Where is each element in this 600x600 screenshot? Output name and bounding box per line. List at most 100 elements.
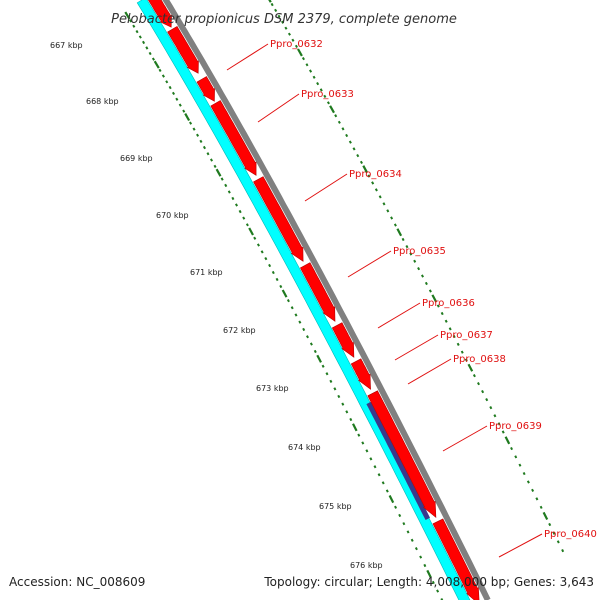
minor-tick	[341, 402, 345, 406]
minor-tick	[309, 69, 313, 73]
major-tick	[426, 569, 432, 579]
gene-label-ppro-0639[interactable]: Ppro_0639	[489, 421, 542, 432]
accession-label: Accession: NC_008609	[9, 575, 146, 589]
gene-label-ppro-0637[interactable]: Ppro_0637	[440, 330, 493, 341]
minor-tick	[168, 85, 172, 90]
minor-tick	[298, 320, 302, 324]
kbp-label: 676 kbp	[350, 561, 383, 570]
minor-tick	[210, 158, 213, 162]
gene-label-ppro-0632[interactable]: Ppro_0632	[270, 39, 323, 50]
major-tick	[431, 294, 438, 303]
minor-tick	[151, 57, 155, 61]
minor-tick	[281, 20, 285, 24]
minor-tick	[279, 284, 283, 289]
minor-tick	[361, 441, 365, 445]
minor-tick	[182, 109, 186, 113]
minor-tick	[522, 471, 526, 476]
minor-tick	[345, 410, 349, 414]
minor-tick	[260, 250, 264, 254]
minor-tick	[428, 289, 432, 293]
minor-tick	[448, 327, 452, 331]
kbp-label: 672 kbp	[223, 326, 256, 335]
minor-tick	[175, 97, 179, 101]
minor-tick	[444, 319, 448, 323]
minor-tick	[275, 277, 279, 282]
major-tick	[396, 228, 403, 237]
major-tick	[184, 113, 191, 122]
gene-label-ppro-0636[interactable]: Ppro_0636	[422, 298, 475, 309]
minor-tick	[406, 530, 410, 534]
minor-tick	[138, 35, 142, 39]
minor-tick	[371, 181, 375, 185]
kbp-label: 670 kbp	[156, 211, 189, 220]
minor-tick	[286, 299, 290, 303]
minor-tick	[145, 46, 149, 50]
minor-tick	[306, 335, 309, 339]
minor-tick	[165, 80, 169, 84]
minor-tick	[171, 91, 176, 96]
minor-tick	[294, 313, 298, 317]
gene-label-ppro-0640[interactable]: Ppro_0640	[544, 529, 597, 540]
minor-tick	[401, 237, 405, 242]
gene-label-leader	[257, 93, 300, 123]
minor-tick	[341, 127, 345, 131]
kbp-label: 674 kbp	[288, 443, 321, 452]
gene-label-ppro-0635[interactable]: Ppro_0635	[393, 246, 446, 257]
minor-tick	[323, 94, 327, 98]
minor-tick	[377, 473, 381, 477]
minor-tick	[452, 334, 456, 339]
major-tick	[388, 495, 395, 504]
minor-tick	[382, 202, 386, 206]
minor-tick	[414, 547, 418, 551]
minor-tick	[302, 327, 306, 332]
backbone-track	[162, 0, 491, 600]
cds-arrow	[367, 390, 437, 518]
minor-tick	[238, 209, 242, 214]
gene-label-ppro-0634[interactable]: Ppro_0634	[349, 169, 402, 180]
minor-tick	[264, 257, 268, 261]
minor-tick	[510, 446, 514, 451]
minor-tick	[398, 513, 402, 518]
minor-tick	[405, 245, 409, 249]
minor-tick	[235, 203, 238, 207]
minor-tick	[270, 2, 274, 7]
kbp-labels: 667 kbp 668 kbp 669 kbp 670 kbp 671 kbp …	[50, 41, 383, 570]
minor-tick	[224, 183, 228, 188]
major-tick	[268, 0, 272, 3]
gene-label-ppro-0633[interactable]: Ppro_0633	[301, 89, 354, 100]
cds-arrow	[432, 518, 480, 600]
minor-tick	[291, 38, 295, 42]
minor-tick	[329, 379, 333, 383]
minor-tick	[390, 216, 394, 220]
gc-content-track	[136, 0, 471, 600]
minor-tick	[348, 140, 352, 144]
minor-tick	[423, 563, 427, 568]
minor-tick	[271, 270, 275, 275]
minor-tick	[373, 465, 377, 469]
cds-arrow	[331, 322, 355, 358]
minor-tick	[436, 304, 440, 308]
minor-tick	[378, 195, 382, 199]
kbp-label: 675 kbp	[319, 502, 352, 511]
genome-title: Pelobacter propionicus DSM 2379, complet…	[111, 12, 457, 27]
minor-tick	[202, 145, 206, 150]
kbp-label: 669 kbp	[120, 154, 153, 163]
gene-label-leader	[394, 334, 439, 361]
minor-tick	[132, 24, 136, 28]
minor-tick	[305, 63, 309, 67]
minor-tick	[316, 82, 320, 86]
minor-tick	[456, 342, 460, 346]
minor-tick	[345, 133, 349, 138]
minor-tick	[178, 103, 182, 107]
kbp-tick-marks	[124, 0, 565, 600]
major-tick	[542, 511, 549, 520]
minor-tick	[365, 449, 369, 453]
minor-tick	[497, 422, 501, 426]
minor-tick	[192, 127, 196, 131]
minor-tick	[158, 68, 162, 72]
cds-arrow	[210, 100, 257, 176]
minor-tick	[319, 88, 323, 92]
gene-label-ppro-0638[interactable]: Ppro_0638	[453, 354, 506, 365]
minor-tick	[334, 114, 338, 118]
minor-tick	[472, 374, 476, 378]
